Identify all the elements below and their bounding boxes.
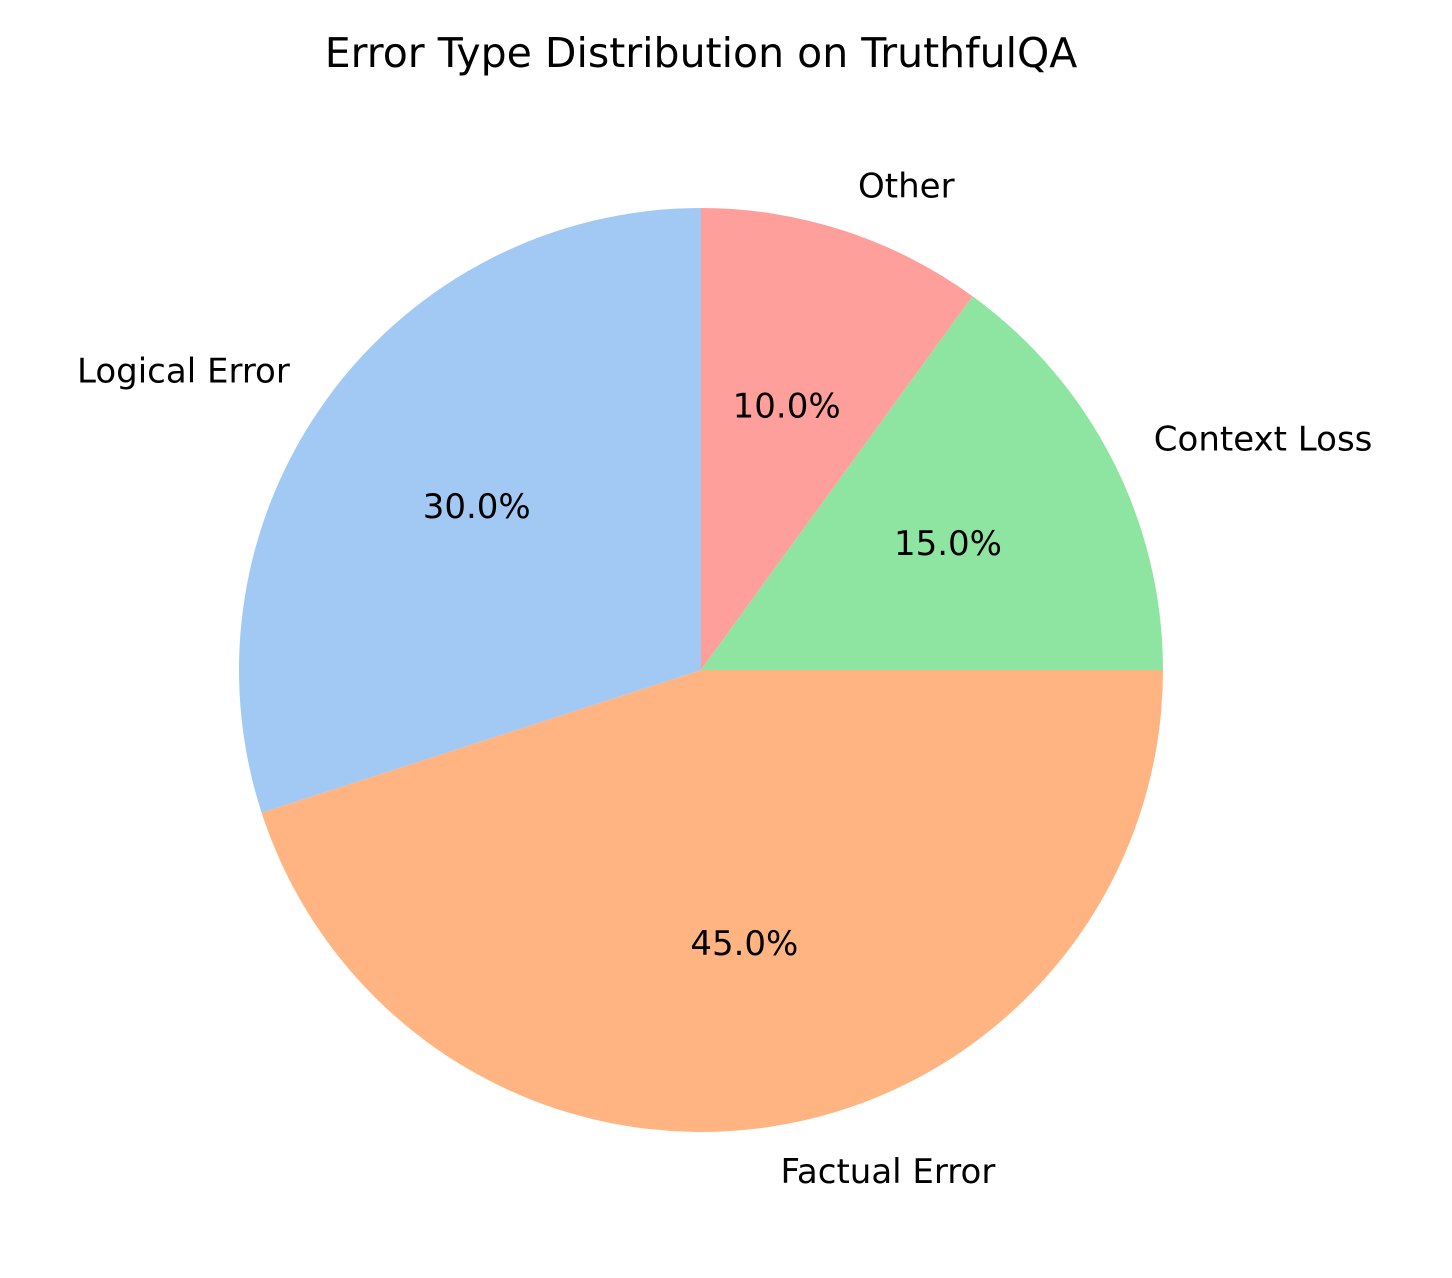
pie-labels: 10.0% Other 15.0% Context Loss 45.0% Factual … — [77, 167, 1372, 1192]
pie-percent-label-other: 10.0% — [733, 386, 841, 426]
pie-percent-label-logical-error: 30.0% — [423, 487, 531, 527]
pie-slice-other — [701, 208, 973, 670]
pie-category-label-logical-error: Logical Error — [77, 351, 290, 391]
pie-slices — [238, 208, 1163, 1132]
pie-slice-factual-error — [261, 670, 1163, 1132]
chart-title: Error Type Distribution on TruthfulQA — [325, 29, 1078, 77]
pie-slice-logical-error — [238, 208, 702, 813]
pie-category-label-other: Other — [858, 167, 955, 207]
pie-category-label-factual-error: Factual Error — [781, 1152, 996, 1192]
pie-percent-label-factual-error: 45.0% — [690, 924, 798, 964]
pie-category-label-context-loss: Context Loss — [1154, 419, 1373, 459]
pie-percent-label-context-loss: 15.0% — [894, 524, 1002, 564]
pie-slice-context-loss — [701, 296, 1163, 670]
